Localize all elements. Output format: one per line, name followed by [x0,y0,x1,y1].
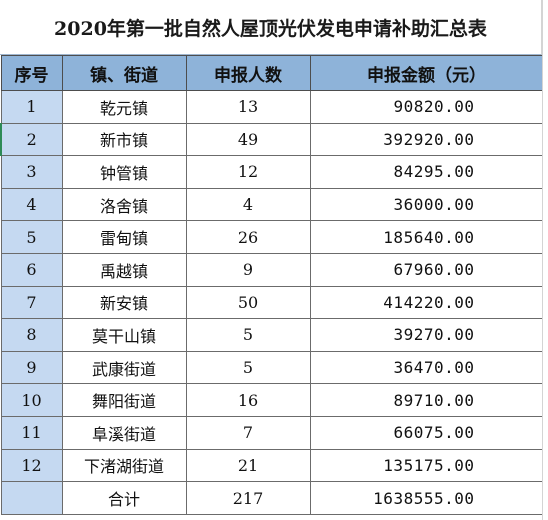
cell-count[interactable]: 9 [185,252,311,287]
cell-count[interactable]: 5 [185,318,311,352]
table-row: 7 新安镇 50 414220.00 [0,285,544,320]
cell-seq[interactable]: 7 [0,285,63,320]
cell-town[interactable]: 舞阳街道 [61,383,187,417]
summary-table: 序号 镇、街道 申报人数 申报金额（元） 1 乾元镇 13 90820.00 2… [0,55,544,516]
cell-total-count[interactable]: 217 [185,481,311,516]
table-title[interactable]: 2020年第一批自然人屋顶光伏发电申请补助汇总表 [0,0,542,55]
table-row: 5 雷甸镇 26 185640.00 [0,220,544,254]
total-row: 合计 217 1638555.00 [0,481,544,516]
cell-town[interactable]: 莫干山镇 [61,318,187,352]
header-row: 序号 镇、街道 申报人数 申报金额（元） [0,55,544,91]
cell-amount[interactable]: 89710.00 [309,383,544,417]
cell-count[interactable]: 50 [185,285,311,320]
cell-count[interactable]: 49 [185,122,311,157]
cell-amount[interactable]: 185640.00 [309,220,544,254]
cell-seq[interactable]: 12 [0,448,63,483]
table-row: 10 舞阳街道 16 89710.00 [0,383,544,417]
cell-amount[interactable]: 414220.00 [309,285,544,320]
cell-amount[interactable]: 135175.00 [309,448,544,483]
header-seq[interactable]: 序号 [0,55,63,91]
cell-amount[interactable]: 36000.00 [309,187,544,222]
table-row: 12 下渚湖街道 21 135175.00 [0,448,544,483]
cell-town[interactable]: 阜溪街道 [61,415,187,450]
table-row: 2 新市镇 49 392920.00 [0,122,544,157]
cell-seq[interactable]: 10 [0,383,63,417]
cell-town[interactable]: 雷甸镇 [61,220,187,254]
table-row: 3 钟管镇 12 84295.00 [0,155,544,189]
table-row: 1 乾元镇 13 90820.00 [0,90,544,124]
cell-amount[interactable]: 66075.00 [309,415,544,450]
cell-town[interactable]: 新市镇 [61,122,187,157]
cell-amount[interactable]: 90820.00 [309,90,544,124]
cell-seq[interactable]: 11 [0,415,63,450]
cell-amount[interactable]: 39270.00 [309,318,544,352]
cell-town[interactable]: 钟管镇 [61,155,187,189]
cell-seq[interactable]: 3 [0,155,63,189]
cell-count[interactable]: 4 [185,187,311,222]
cell-seq[interactable]: 4 [0,187,63,222]
table-row: 9 武康街道 5 36470.00 [0,350,544,385]
cell-count[interactable]: 21 [185,448,311,483]
cell-town[interactable]: 洛舍镇 [61,187,187,222]
cell-total-label[interactable]: 合计 [61,481,187,516]
header-count[interactable]: 申报人数 [185,55,311,91]
cell-count[interactable]: 5 [185,350,311,385]
cell-amount[interactable]: 84295.00 [309,155,544,189]
cell-count[interactable]: 16 [185,383,311,417]
cell-seq[interactable]: 9 [0,350,63,385]
cell-seq[interactable]: 2 [0,122,63,157]
header-town[interactable]: 镇、街道 [61,55,187,91]
cell-amount[interactable]: 392920.00 [309,122,544,157]
cell-town[interactable]: 禹越镇 [61,252,187,287]
cell-seq[interactable]: 6 [0,252,63,287]
cell-town[interactable]: 新安镇 [61,285,187,320]
cell-seq[interactable]: 5 [0,220,63,254]
next-column-edge [542,0,548,520]
cell-amount[interactable]: 36470.00 [309,350,544,385]
cell-amount[interactable]: 67960.00 [309,252,544,287]
cell-count[interactable]: 13 [185,90,311,124]
table-row: 8 莫干山镇 5 39270.00 [0,318,544,352]
cell-seq-empty[interactable] [0,481,63,516]
cell-town[interactable]: 下渚湖街道 [61,448,187,483]
cell-count[interactable]: 7 [185,415,311,450]
cell-count[interactable]: 12 [185,155,311,189]
cell-town[interactable]: 武康街道 [61,350,187,385]
table-row: 6 禹越镇 9 67960.00 [0,252,544,287]
cell-seq[interactable]: 1 [0,90,63,124]
cell-total-amount[interactable]: 1638555.00 [309,481,544,516]
cell-town[interactable]: 乾元镇 [61,90,187,124]
header-amount[interactable]: 申报金额（元） [309,55,544,91]
cell-seq[interactable]: 8 [0,318,63,352]
table-row: 11 阜溪街道 7 66075.00 [0,415,544,450]
table-row: 4 洛舍镇 4 36000.00 [0,187,544,222]
cell-count[interactable]: 26 [185,220,311,254]
